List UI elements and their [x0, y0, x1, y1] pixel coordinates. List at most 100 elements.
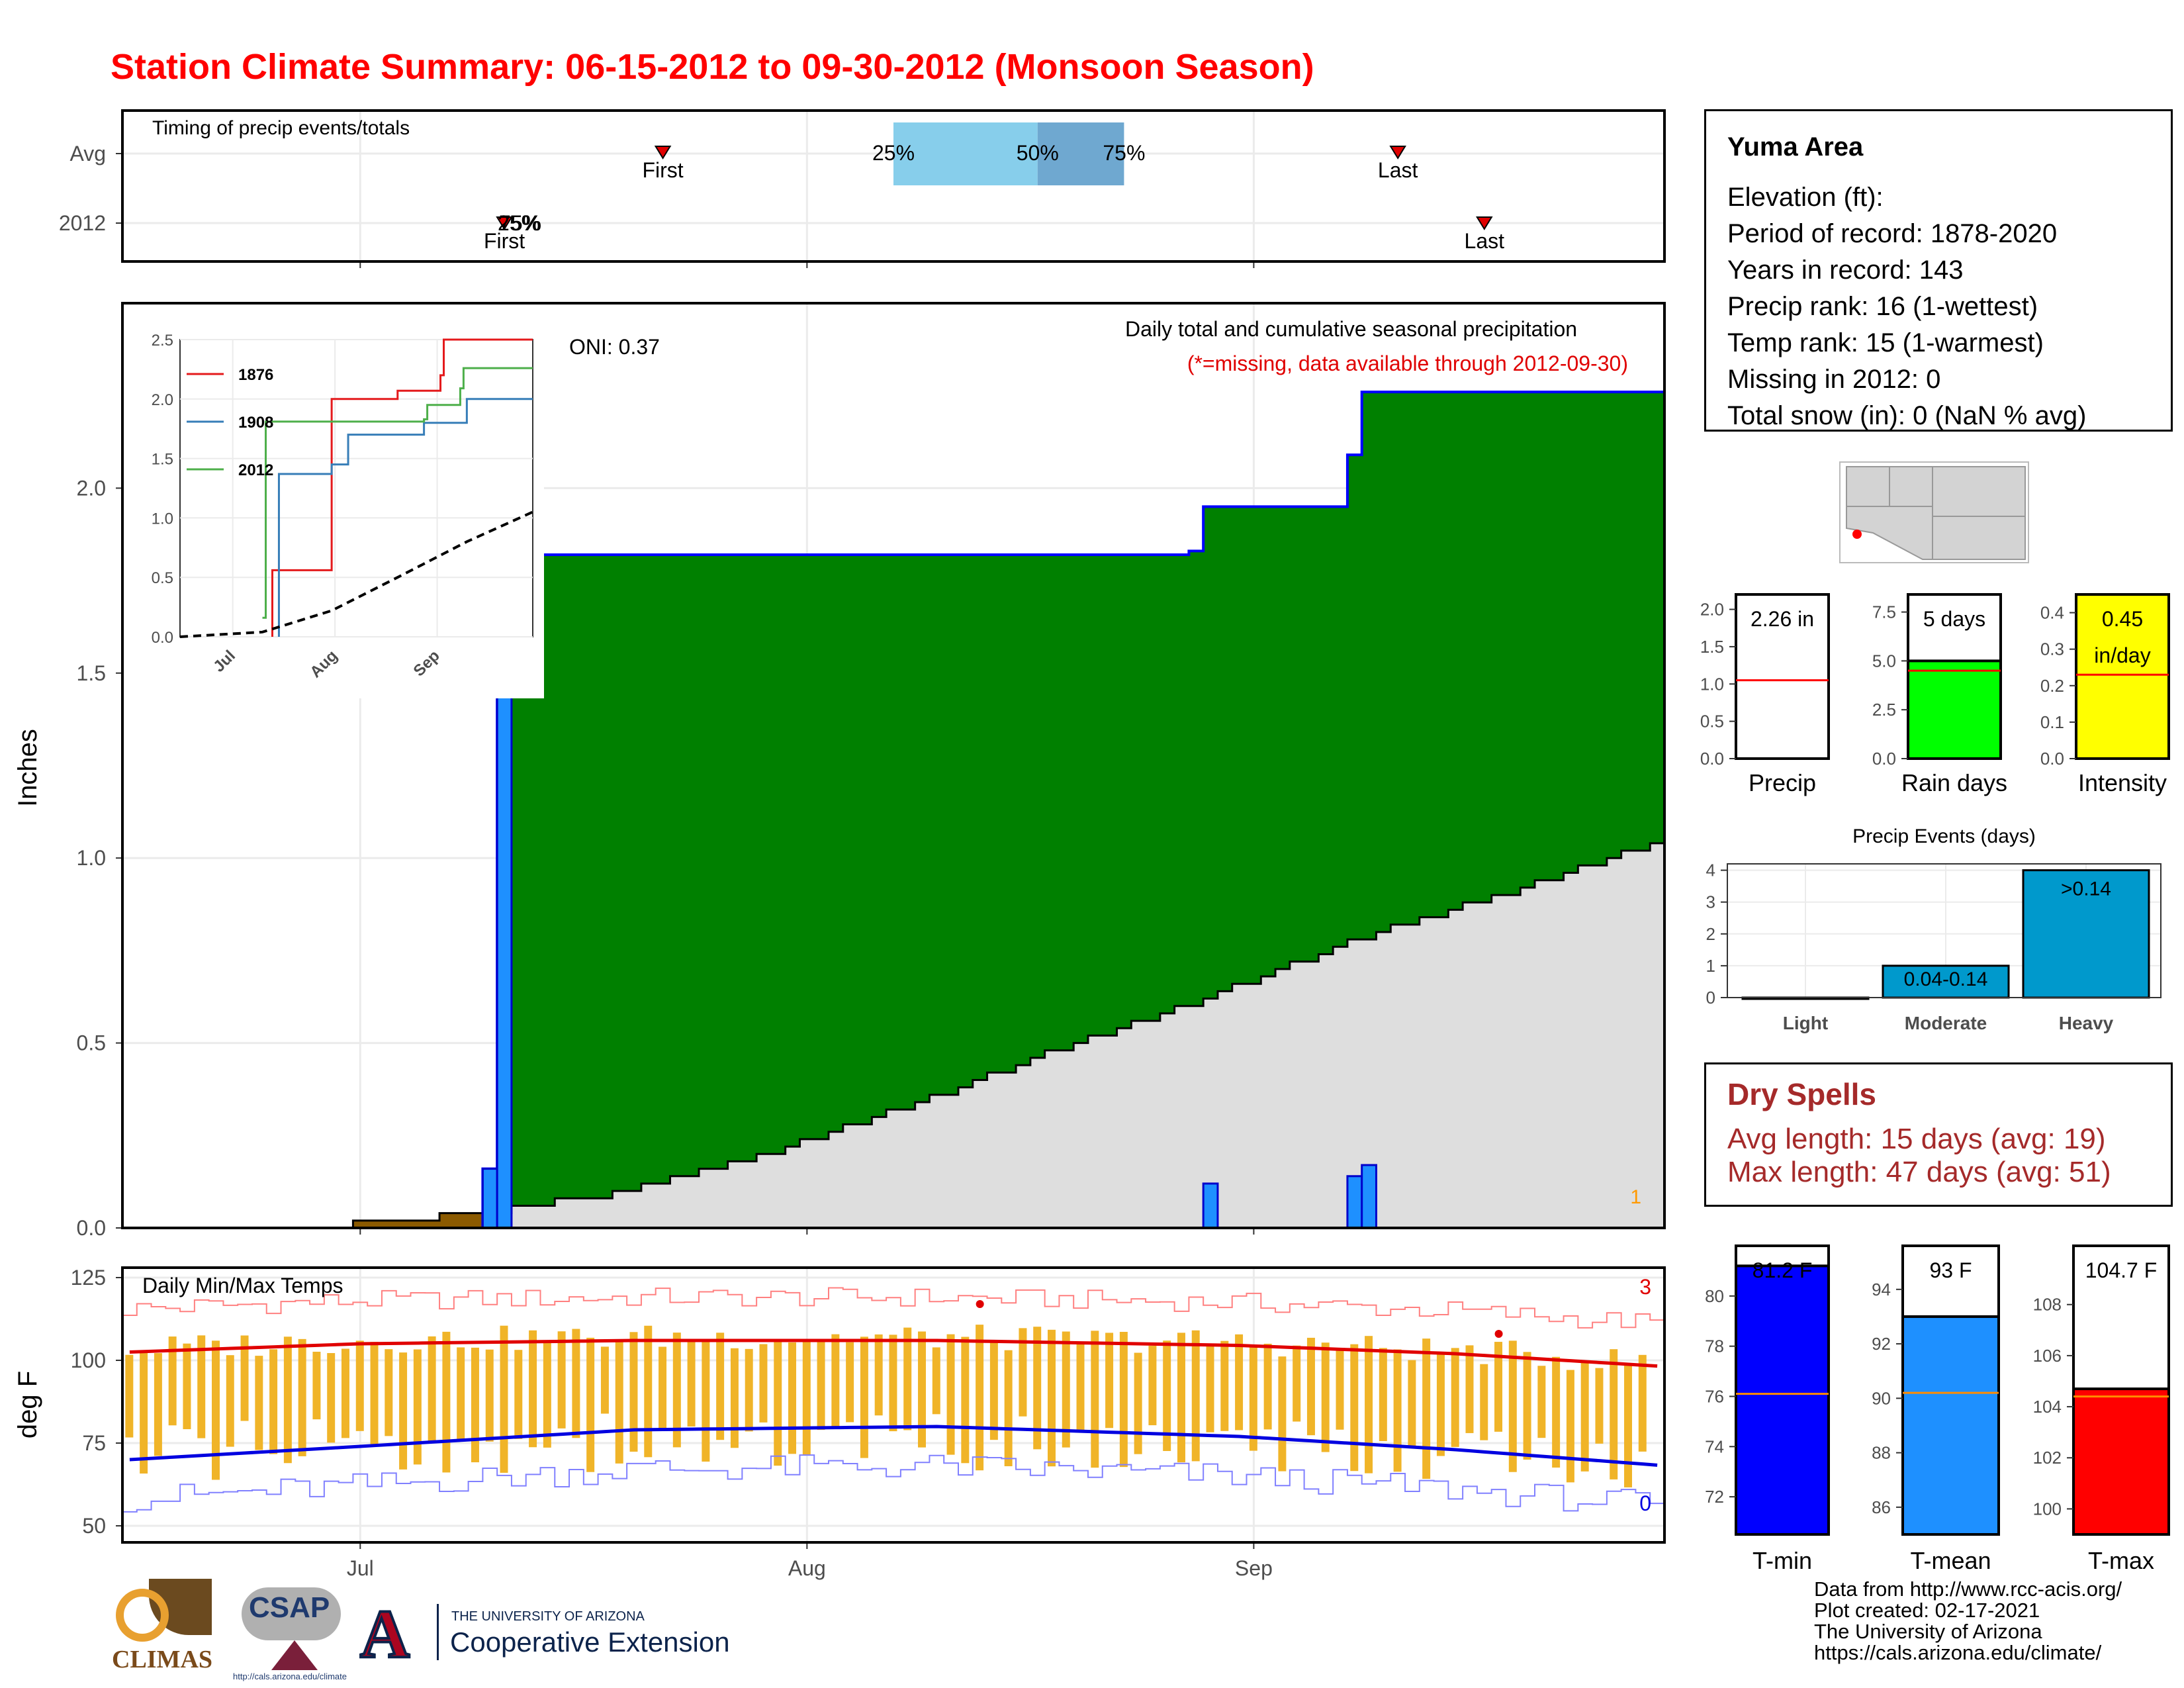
year-last-marker: [1476, 216, 1493, 230]
summary-bar-intensity: 0.45 in/day 0.0 0.1 0.2 0.3 0.4 Intensity: [2040, 593, 2170, 796]
csap-logo[interactable]: CSAP http://cals.arizona.edu/climate: [232, 1582, 351, 1681]
daily-temp-range-bar: [1048, 1329, 1056, 1467]
precip-events-bar: [2022, 869, 2150, 999]
daily-temp-range-bar: [485, 1349, 494, 1442]
temp-bar-value: [1735, 1264, 1830, 1536]
surplus-area: [482, 392, 1664, 1213]
precip-events-category: Heavy: [2059, 1013, 2114, 1033]
daily-temp-range-bar: [659, 1346, 667, 1429]
summary-y-tick: 1.5: [1700, 637, 1724, 657]
daily-temp-range-bar: [1235, 1334, 1244, 1430]
daily-temp-range-bar: [1408, 1360, 1416, 1448]
precip-events-y-tick: 2: [1706, 924, 1715, 944]
daily-temp-range-bar: [1321, 1342, 1330, 1452]
daily-temp-range-bar: [831, 1334, 840, 1427]
precip-y-label: Inches: [13, 729, 42, 807]
daily-temp-range-bar: [514, 1350, 523, 1439]
inset-y-tick: 0.5: [152, 569, 173, 587]
timing-panel-border: [121, 109, 1666, 263]
percentile-band-50-75: [1037, 122, 1124, 185]
daily-temp-range-bar: [1306, 1337, 1315, 1436]
daily-temp-range-bar: [1249, 1345, 1257, 1451]
inset-y-tick: 0.0: [152, 629, 173, 647]
daily-temp-range-bar: [355, 1340, 364, 1431]
timing-row-label: Avg: [69, 142, 106, 165]
percentile-label: 25%: [872, 141, 915, 165]
summary-y-tick: 0.0: [2040, 749, 2064, 769]
daily-temp-range-bar: [255, 1356, 263, 1450]
daily-temp-range-bar: [918, 1331, 926, 1448]
x-tick-label: Aug: [788, 1556, 826, 1580]
daily-temp-range-bar: [716, 1333, 725, 1440]
ua-block-a-icon: A: [359, 1595, 411, 1673]
precip-events-y-tick: 0: [1706, 988, 1715, 1008]
ua-extension-logo[interactable]: A THE UNIVERSITY OF ARIZONA Cooperative …: [357, 1595, 741, 1673]
station-info-line: Years in record: 143: [1727, 256, 1964, 285]
daily-temp-range-bar: [1177, 1333, 1185, 1463]
inset-legend-label: 2012: [238, 461, 273, 479]
oni-label: ONI: 0.37: [569, 335, 660, 359]
summary-y-tick: 0.4: [2040, 603, 2064, 623]
percentile-band-25-50: [893, 122, 1038, 185]
climas-logo[interactable]: CLIMAS: [109, 1579, 215, 1678]
precip-events-category: Light: [1783, 1013, 1828, 1033]
station-info-line: Period of record: 1878-2020: [1727, 219, 2058, 248]
temp-bar-y-tick: 80: [1705, 1286, 1724, 1306]
daily-temp-range-bar: [1480, 1364, 1488, 1440]
daily-temp-range-bar: [1278, 1356, 1287, 1472]
daily-temp-range-bar: [932, 1347, 940, 1415]
station-info-line: Precip rank: 16 (1-wettest): [1727, 292, 2038, 321]
daily-temp-range-bar: [140, 1350, 148, 1474]
daily-temp-range-bar: [168, 1336, 177, 1426]
daily-temp-range-bar: [889, 1335, 897, 1432]
y-tick-label: 50: [82, 1514, 106, 1538]
inset-legend-label: 1908: [238, 414, 273, 432]
daily-temp-range-bar: [1119, 1331, 1128, 1468]
inset-series-line: [277, 398, 533, 637]
daily-temp-range-bar: [457, 1347, 465, 1441]
precip-events-title: Precip Events (days): [1852, 825, 2036, 847]
daily-temp-range-bar: [1523, 1352, 1531, 1460]
percentile-label: 75%: [1103, 141, 1145, 165]
daily-temp-range-bar: [1552, 1356, 1561, 1468]
temp-bar-tmax: 104.7 F 100 102 104 106 108 T-max: [2033, 1244, 2170, 1574]
daily-temp-range-bar: [428, 1336, 436, 1442]
daily-temp-range-bar: [1076, 1343, 1085, 1432]
daily-temp-range-bar: [860, 1336, 868, 1458]
summary-y-tick: 2.0: [1700, 600, 1724, 620]
daily-precip-bar: [481, 1168, 498, 1229]
temp-bar-value: [1901, 1315, 2000, 1536]
daily-temp-range-bar: [1293, 1345, 1301, 1422]
daily-temp-range-bar: [1336, 1350, 1344, 1430]
y-tick-label: 1.0: [77, 846, 106, 870]
daily-temp-range-bar: [989, 1341, 998, 1440]
temp-bar-y-tick: 90: [1872, 1388, 1891, 1408]
summary-y-tick: 0.0: [1700, 749, 1724, 769]
record-high-marker: [976, 1300, 984, 1308]
temp-bar-label: T-max: [2088, 1547, 2154, 1574]
precip-count: 1: [1630, 1186, 1641, 1208]
record-low-count: 0: [1639, 1491, 1651, 1515]
inset-y-tick: 2.0: [152, 391, 173, 409]
daily-temp-range-bar: [529, 1330, 537, 1448]
temp-bar-y-tick: 78: [1705, 1336, 1724, 1356]
average-cumulative-area: [122, 843, 1664, 1228]
footer-line: Data from http://www.rcc-acis.org/: [1814, 1577, 2122, 1601]
daily-temp-range-bar: [817, 1340, 825, 1430]
daily-temp-range-bar: [385, 1349, 393, 1436]
footer-line: https://cals.arizona.edu/climate/: [1814, 1641, 2102, 1664]
timing-panel-label: Timing of precip events/totals: [152, 117, 410, 139]
temp-bar-y-tick: 104: [2033, 1397, 2062, 1417]
precip-events-bar-label: 0.04-0.14: [1904, 968, 1988, 990]
average-cumulative-line: [122, 842, 1664, 1229]
daily-temp-range-bar: [226, 1355, 234, 1447]
csap-logo-text: CSAP: [249, 1591, 330, 1624]
daily-temp-range-bar: [442, 1331, 451, 1473]
daily-temp-range-bar: [903, 1327, 912, 1430]
temp-bar-y-tick: 94: [1872, 1280, 1891, 1299]
daily-temp-range-bar: [1004, 1350, 1013, 1466]
precip-events-bar-label: >0.14: [2061, 878, 2111, 900]
daily-temp-range-bar: [1624, 1365, 1633, 1487]
summary-y-tick: 1.0: [1700, 674, 1724, 694]
